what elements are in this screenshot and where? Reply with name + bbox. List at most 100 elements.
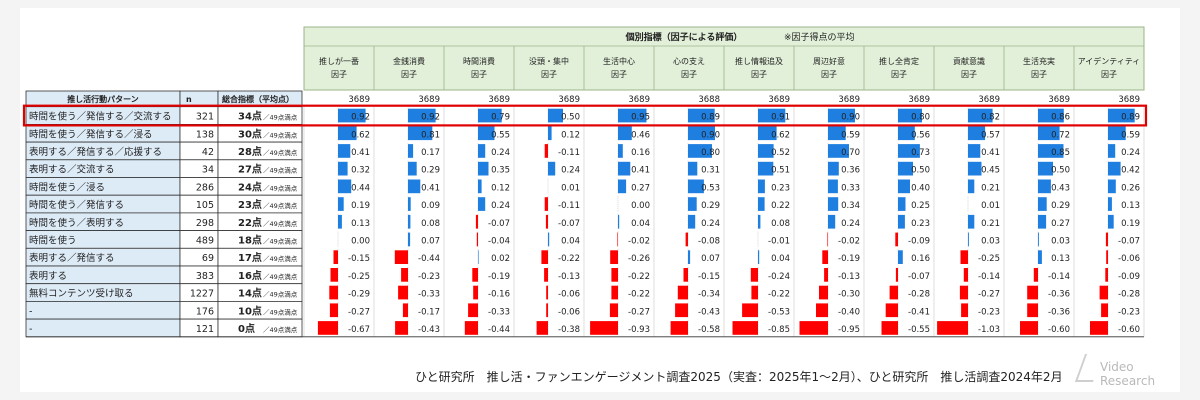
value-bar	[898, 250, 903, 264]
value-bar	[333, 250, 338, 264]
value-bar	[611, 285, 618, 300]
column-header-4: 没頭・集中	[529, 56, 569, 66]
row-label-7: 時間を使う／表明する	[29, 217, 124, 229]
value-bar	[758, 126, 777, 141]
value-bar	[541, 250, 548, 264]
value-bar	[338, 108, 366, 123]
row-total-5: 24点	[238, 180, 262, 193]
value-bar	[478, 161, 489, 176]
value-bar	[1038, 126, 1060, 141]
value-label: -0.22	[768, 290, 790, 300]
value-bar	[618, 108, 647, 123]
value-label: 0.50	[1051, 166, 1070, 176]
value-bar	[688, 214, 696, 229]
value-bar	[968, 126, 986, 141]
value-label: -0.29	[348, 290, 370, 300]
value-label: 0.86	[1051, 113, 1070, 123]
value-label: 0.16	[911, 254, 930, 264]
row-label-1: 時間を使う／発信する／交流する	[29, 111, 172, 123]
value-label: -0.02	[628, 236, 650, 246]
value-label: 0.09	[421, 201, 440, 211]
row-total-suffix-9: ／49点満点	[263, 255, 298, 263]
value-label: 0.24	[491, 201, 510, 211]
value-label: 0.21	[981, 183, 1000, 193]
value-label: 0.70	[841, 148, 860, 158]
value-bar	[1027, 285, 1038, 300]
column-header-5: 生活中心	[603, 56, 635, 66]
value-label: 0.46	[631, 130, 650, 140]
row-n-12: 176	[196, 306, 214, 317]
value-bar	[408, 197, 411, 211]
value-bar	[468, 303, 478, 318]
value-label: -0.27	[978, 290, 1000, 300]
value-label: 0.33	[841, 183, 860, 193]
value-label: -0.36	[1048, 307, 1070, 317]
value-label: -0.95	[838, 325, 860, 335]
value-bar	[618, 161, 631, 176]
value-bar	[1020, 321, 1038, 335]
value-bar	[895, 232, 898, 247]
row-total-10: 16点	[238, 269, 262, 282]
row-total-13: 0点	[238, 322, 255, 335]
value-bar	[478, 108, 502, 123]
value-label: -0.19	[488, 272, 510, 282]
column-header-6: 心の支え	[673, 56, 705, 66]
row-n-10: 383	[196, 271, 214, 282]
row-label-3: 表明する／発信する／応援する	[29, 146, 162, 158]
column-n-12: 3689	[1118, 95, 1140, 105]
value-bar	[828, 214, 836, 229]
value-label: 0.04	[561, 236, 580, 246]
value-label: 0.03	[981, 236, 1000, 246]
value-label: -0.09	[1118, 272, 1140, 282]
value-label: -0.44	[418, 254, 440, 264]
factor-group-note: ※因子得点の平均	[784, 31, 855, 43]
value-label: 0.55	[491, 130, 510, 140]
value-bar	[688, 179, 704, 194]
value-bar	[1106, 250, 1108, 264]
value-bar	[758, 214, 761, 229]
column-header-suffix-10: 因子	[961, 70, 977, 79]
value-label: 0.08	[771, 219, 790, 229]
value-bar	[478, 126, 495, 141]
column-n-4: 3689	[558, 95, 580, 105]
value-bar	[968, 161, 982, 176]
value-bar	[758, 144, 774, 158]
value-label: 0.44	[351, 183, 370, 193]
column-n-7: 3689	[768, 95, 790, 105]
value-label: 0.04	[631, 219, 650, 229]
value-bar	[473, 285, 478, 300]
row-label-2: 時間を使う／発信する／浸る	[29, 128, 153, 140]
value-bar	[548, 232, 550, 247]
column-header-8: 周辺好意	[813, 56, 845, 66]
value-bar	[898, 126, 915, 141]
value-label: -0.07	[488, 219, 510, 229]
value-label: 0.92	[421, 113, 440, 123]
row-label-10: 表明する	[29, 270, 67, 282]
column-header-suffix-1: 因子	[331, 70, 347, 79]
value-bar	[408, 179, 421, 194]
value-bar	[688, 197, 697, 211]
value-label: 0.41	[981, 148, 1000, 158]
column-header-3: 時間消費	[463, 56, 495, 66]
value-label: 0.24	[491, 148, 510, 158]
value-bar	[688, 144, 712, 158]
value-bar	[338, 126, 357, 141]
column-header-suffix-12: 因子	[1101, 70, 1117, 79]
row-total-suffix-7: ／49点満点	[263, 220, 298, 228]
value-bar	[338, 144, 351, 158]
value-label: -0.19	[838, 254, 860, 264]
value-label: -0.93	[628, 325, 650, 335]
value-label: 0.01	[561, 183, 580, 193]
value-label: 0.07	[701, 254, 720, 264]
value-label: -0.58	[698, 325, 720, 335]
value-bar	[828, 197, 839, 211]
value-bar	[688, 250, 691, 264]
value-bar	[968, 179, 975, 194]
value-bar	[968, 144, 981, 158]
value-label: 0.82	[981, 113, 1000, 123]
value-bar	[937, 321, 968, 335]
value-label: -0.04	[488, 236, 510, 246]
column-n-5: 3689	[628, 95, 650, 105]
value-bar	[898, 214, 905, 229]
value-label: -0.41	[908, 307, 930, 317]
